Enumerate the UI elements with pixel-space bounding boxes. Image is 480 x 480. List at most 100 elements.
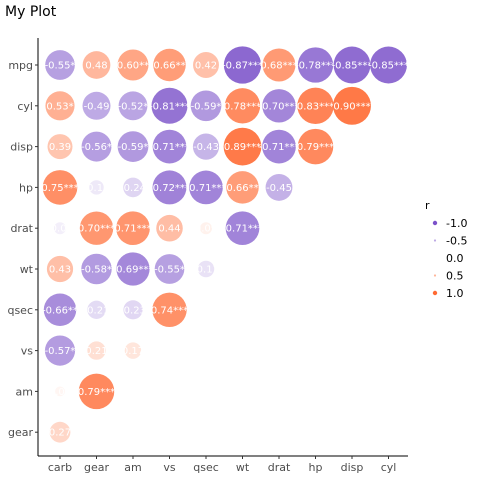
correlation-value-label: -0.55* (154, 265, 185, 276)
correlation-point (123, 300, 143, 320)
y-tick-label: qsec (7, 304, 33, 317)
correlation-value-label: 0.78*** (224, 101, 261, 112)
x-tick-label: gear (84, 461, 109, 474)
correlation-value-label: 0.39 (49, 142, 71, 153)
x-tick-label: am (124, 461, 141, 474)
correlation-point (124, 342, 142, 359)
correlation-value-label: 0.43 (49, 265, 71, 276)
x-tick-label: cyl (381, 461, 397, 474)
y-tick-label: gear (8, 426, 33, 439)
y-tick-label: wt (20, 263, 34, 276)
correlation-value-label: 0.27 (49, 428, 71, 439)
correlation-point (82, 91, 111, 120)
correlation-point (153, 48, 186, 82)
correlation-value-label: -0.71*** (259, 142, 300, 153)
correlation-point (123, 177, 143, 198)
correlation-value-label: -0.49 (84, 101, 110, 112)
correlation-point (190, 90, 222, 122)
correlation-value-label: 0.09 (195, 224, 217, 235)
correlation-point (154, 254, 185, 284)
y-tick-label: mpg (8, 59, 33, 72)
legend-label: 0.5 (446, 270, 464, 283)
legend-key (432, 290, 438, 296)
correlation-point (152, 292, 187, 328)
correlation-value-label: -0.78*** (295, 61, 336, 72)
correlation-value-label: 0.75*** (41, 183, 78, 194)
correlation-point (192, 133, 220, 160)
x-axis-tick-labels: carb gear am vs qsec wt drat hp disp cyl (48, 456, 396, 474)
correlation-value-label: 0.79*** (297, 142, 334, 153)
correlation-point (47, 134, 73, 160)
correlation-points: -0.55* 0.48 0.60** 0.66** 0.42 -0.87***0.68**… (41, 46, 409, 443)
correlation-point (226, 171, 259, 204)
legend-label: -1.0 (446, 217, 467, 230)
y-tick-label: hp (19, 181, 33, 194)
legend-key (433, 239, 437, 242)
correlation-point (193, 52, 219, 78)
correlation-value-label: 0.70*** (78, 224, 115, 235)
correlation-value-label: -0.56* (81, 142, 112, 153)
chart-title: My Plot (5, 4, 57, 20)
correlation-point (223, 46, 262, 84)
correlation-value-label: -0.24 (120, 183, 146, 194)
correlation-point (116, 211, 150, 246)
correlation-value-label: 0.71*** (114, 224, 151, 235)
correlation-point (262, 89, 296, 123)
correlation-point (333, 46, 371, 84)
correlation-value-label: 0.74*** (151, 305, 188, 316)
correlation-value-label: -0.72*** (149, 183, 190, 194)
correlation-point (151, 87, 188, 124)
correlation-point (118, 91, 148, 121)
correlation-value-label: -0.81*** (149, 101, 190, 112)
correlation-point (223, 127, 262, 166)
correlation-point (116, 252, 150, 286)
correlation-value-label: 0.60** (117, 61, 149, 72)
correlation-value-label: -0.66** (42, 305, 78, 316)
x-tick-label: vs (163, 461, 176, 474)
correlation-point (49, 421, 71, 443)
y-tick-label: cyl (17, 100, 33, 113)
correlation-value-label: 0.66** (226, 183, 258, 194)
correlation-point (370, 46, 407, 84)
legend-items: -1.0 -0.5 0.0 0.5 1.0 (432, 217, 467, 300)
correlation-point (45, 50, 75, 80)
correlation-value-label: 0.06 (49, 387, 71, 398)
correlation-point (87, 341, 106, 360)
correlation-point (42, 170, 78, 205)
correlation-point (297, 87, 334, 125)
correlation-point (197, 260, 215, 278)
legend-label: -0.5 (446, 235, 467, 248)
correlation-value-label: -0.58* (81, 265, 112, 276)
legend-label: 1.0 (446, 287, 464, 300)
correlation-value-label: -0.09 (47, 224, 73, 235)
correlation-value-label: 0.90*** (333, 101, 370, 112)
correlation-value-label: -0.71*** (149, 142, 190, 153)
correlation-value-label: -0.70*** (259, 101, 300, 112)
correlation-value-label: -0.52* (118, 101, 149, 112)
correlation-value-label: -0.71*** (222, 224, 263, 235)
correlation-point (265, 173, 293, 201)
correlation-point (43, 293, 77, 327)
axes (37, 38, 408, 457)
legend-title: r (425, 199, 430, 212)
correlation-value-label: -0.13 (84, 183, 110, 194)
correlation-point (81, 131, 112, 162)
correlation-value-label: 0.44 (158, 224, 180, 235)
correlation-value-label: 0.48 (85, 61, 107, 72)
correlation-value-label: 0.53* (46, 101, 73, 112)
x-tick-label: hp (309, 461, 323, 474)
x-tick-label: qsec (193, 461, 219, 474)
correlation-point (152, 129, 187, 164)
correlation-point (152, 170, 187, 205)
legend: r -1.0 -0.5 0.0 0.5 1.0 (425, 199, 467, 300)
correlation-point (81, 253, 112, 285)
correlation-point (117, 131, 149, 162)
correlation-point (82, 51, 111, 79)
correlation-value-label: 0.68*** (260, 61, 297, 72)
correlation-point (262, 48, 296, 82)
correlation-point (89, 180, 104, 195)
correlation-value-label: -0.57* (45, 346, 76, 357)
correlation-point (297, 47, 334, 83)
correlation-point (79, 211, 114, 245)
